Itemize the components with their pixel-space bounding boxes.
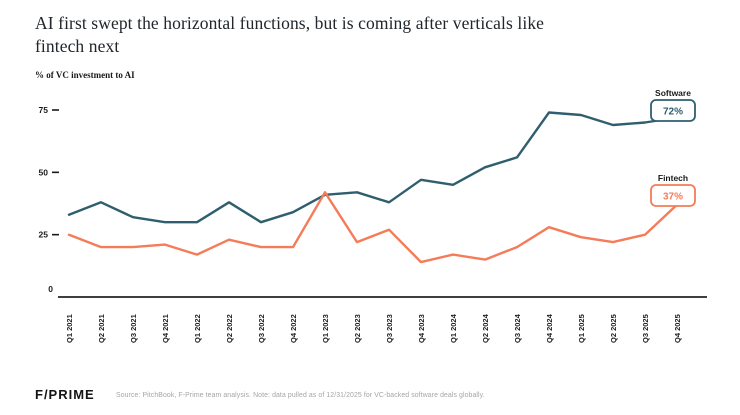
title-line-2: fintech next [35,36,120,57]
x-tick-label-q4-2023: Q4 2023 [417,314,426,343]
x-tick-label-q3-2024: Q3 2024 [513,313,522,343]
x-tick-label-q1-2023: Q1 2023 [321,314,330,343]
y-tick-label-50: 50 [39,167,49,177]
x-tick-label-q2-2025: Q2 2025 [609,314,618,343]
x-tick-label-q3-2022: Q3 2022 [257,314,266,343]
y-tick-label-0: 0 [48,284,53,294]
software-line [67,111,679,224]
x-tick-label-q1-2022: Q1 2022 [193,314,202,343]
x-tick-label-q2-2021: Q2 2021 [97,314,106,343]
x-tick-label-q3-2025: Q3 2025 [641,314,650,343]
fintech-value-box [650,184,696,207]
fprime-logo: F/PRIME [35,387,95,402]
software-value-box [650,99,696,122]
x-tick-label-q1-2024: Q1 2024 [449,313,458,343]
software-value-label: 72% [663,107,683,118]
software-series-label: Software [655,88,691,98]
page-title: AI first swept the horizontal functions,… [35,12,675,59]
y-tick-label-75: 75 [39,105,49,115]
title-line-1: AI first swept the horizontal functions,… [35,13,545,33]
x-tick-label-q3-2021: Q3 2021 [129,314,138,343]
x-tick-label-q2-2023: Q2 2023 [353,314,362,343]
x-tick-label-q4-2024: Q4 2024 [545,313,554,343]
x-tick-label-q3-2023: Q3 2023 [385,314,394,343]
x-tick-label-q1-2021: Q1 2021 [65,314,74,343]
fintech-line [67,191,679,264]
fintech-value-label: 37% [663,192,683,203]
x-tick-label-q2-2022: Q2 2022 [225,314,234,343]
fintech-series-label: Fintech [658,173,688,183]
footer: F/PRIME Source: PitchBook, F-Prime team … [0,384,740,415]
x-tick-label-q1-2025: Q1 2025 [577,314,586,343]
x-tick-label-q4-2025: Q4 2025 [673,314,682,343]
x-tick-label-q2-2024: Q2 2024 [481,313,490,343]
x-tick-label-q4-2022: Q4 2022 [289,314,298,343]
y-tick-label-25: 25 [39,230,49,240]
x-tick-label-q4-2021: Q4 2021 [161,314,170,343]
source-note: Source: PitchBook, F-Prime team analysis… [116,392,485,399]
y-axis-title: % of VC investment to AI [35,70,135,80]
